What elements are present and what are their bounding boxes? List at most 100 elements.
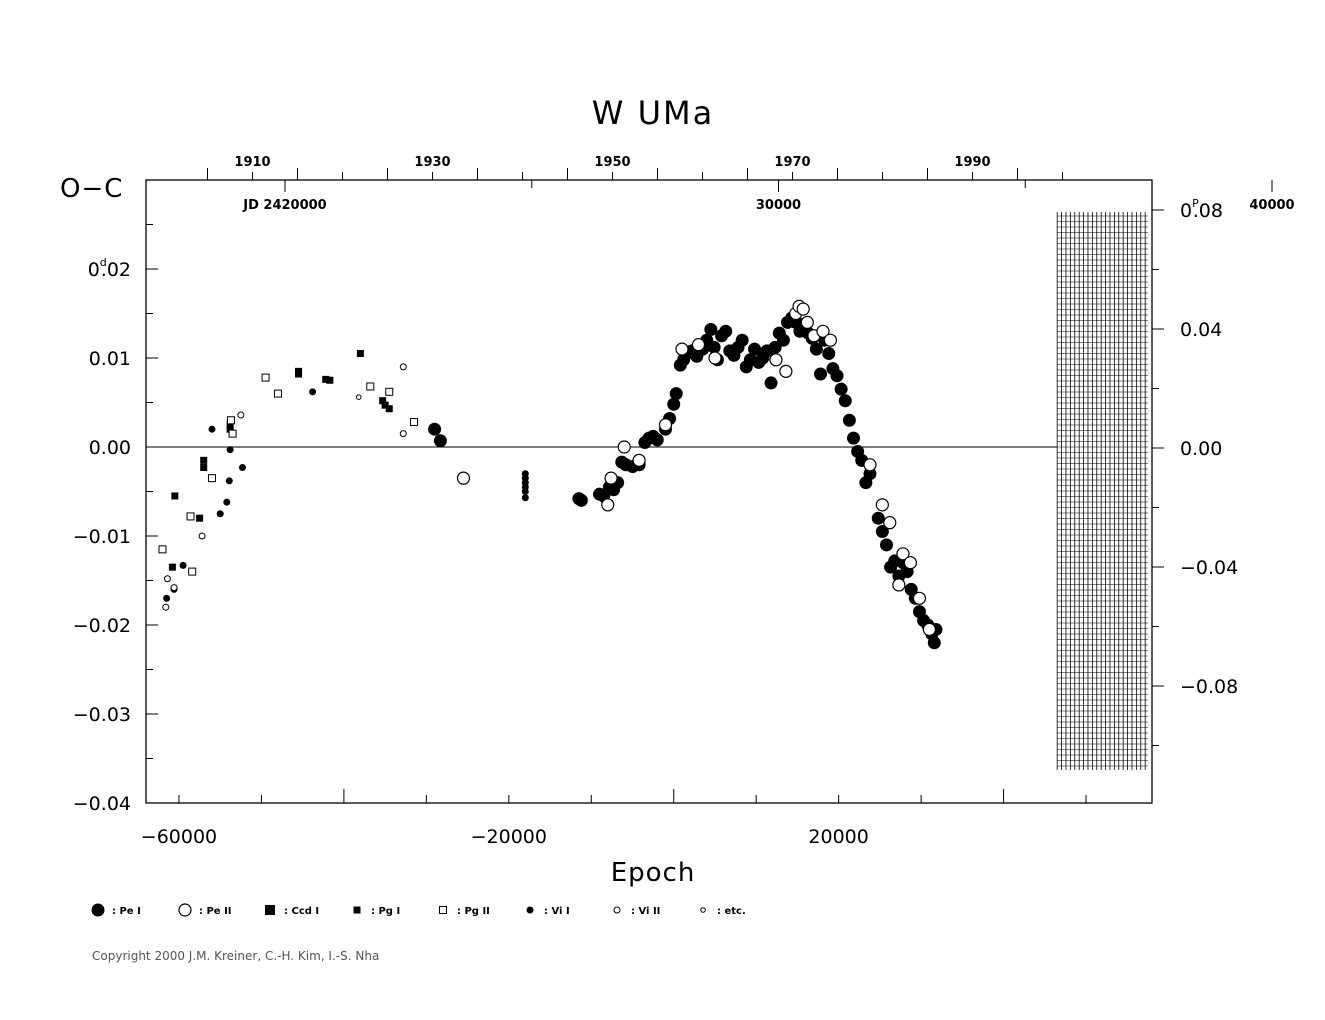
year-tick-label: 1930 [414, 155, 450, 170]
data-point [927, 636, 941, 650]
legend-label: : Pe II [199, 906, 232, 917]
data-point [796, 302, 810, 316]
data-point [691, 338, 706, 352]
data-point [842, 413, 856, 427]
legend-label: : etc. [717, 906, 746, 917]
data-point [704, 323, 718, 337]
legend-marker [265, 905, 275, 915]
data-point [188, 567, 197, 576]
data-point [863, 458, 877, 472]
axis-ticks: 0d.02 0.01 0.00 −0.01 −0.02 −0.03 −0.04 0P.08 0.… [73, 155, 1295, 848]
x-tick-label: 20000 [808, 826, 868, 848]
y-tick-label: −0.02 [73, 615, 131, 637]
legend-marker [178, 903, 192, 917]
data-point [809, 342, 823, 356]
data-point [200, 456, 208, 464]
data-point [226, 425, 234, 433]
x-axis-label: Epoch [611, 858, 696, 888]
legend-label: : Pe I [112, 906, 141, 917]
data-point [186, 512, 195, 521]
data-point [834, 382, 848, 396]
year-tick-label: 1970 [774, 155, 810, 170]
jd-tick-label: 40000 [1249, 198, 1294, 213]
data-point [708, 351, 722, 365]
data-point [170, 584, 178, 592]
data-point [903, 556, 917, 570]
y-tick-label: 0d.02 [88, 256, 131, 281]
data-point [846, 431, 860, 445]
data-point [273, 389, 282, 398]
legend-label: : Pg II [457, 906, 490, 917]
data-point [163, 594, 171, 602]
legend: : Pe I: Pe II: Ccd I: Pg I: Pg II: Vi I:… [91, 903, 746, 917]
future-region-grid [1056, 212, 1148, 770]
data-point [356, 350, 364, 358]
data-point [667, 397, 681, 411]
data-point [912, 591, 927, 605]
data-point [168, 563, 176, 571]
data-point [748, 342, 762, 356]
data-point [385, 387, 394, 396]
data-point [226, 446, 234, 454]
data-point [871, 511, 885, 525]
right-tick-label: −0.08 [1180, 676, 1238, 698]
data-point [226, 416, 235, 425]
data-point [163, 575, 171, 583]
data-point [601, 498, 615, 512]
data-point [196, 514, 204, 522]
data-point [322, 375, 330, 383]
data-point [261, 373, 270, 382]
plot-frame [145, 179, 1153, 804]
data-point [428, 422, 442, 436]
data-point [779, 364, 793, 378]
plot-border [145, 179, 1153, 804]
data-point [574, 493, 588, 507]
legend-marker [439, 906, 447, 914]
data-point [838, 394, 852, 408]
data-point [207, 474, 216, 483]
data-point [309, 388, 317, 396]
data-point [158, 545, 167, 554]
y-tick-label: 0.00 [89, 437, 131, 459]
data-point [814, 367, 828, 381]
data-point [669, 387, 683, 401]
data-point [379, 397, 387, 405]
year-tick-label: 1990 [954, 155, 990, 170]
data-point [632, 453, 646, 467]
legend-marker [91, 903, 105, 917]
jd-tick-label: 30000 [756, 198, 801, 213]
data-point [409, 418, 418, 427]
data-point [816, 324, 830, 338]
data-point [896, 547, 910, 561]
data-point [764, 376, 778, 390]
data-point [521, 488, 529, 495]
data-point [521, 494, 529, 502]
year-tick-label: 1910 [234, 155, 270, 170]
legend-label: : Pg I [371, 906, 400, 917]
data-point [198, 532, 206, 540]
data-point [238, 463, 246, 471]
data-point [735, 333, 749, 347]
data-point [399, 363, 407, 371]
x-tick-label: −60000 [141, 826, 217, 848]
data-point [776, 333, 790, 347]
data-point [355, 394, 362, 400]
copyright-text: Copyright 2000 J.M. Kreiner, C.-H. Kim, … [92, 949, 379, 963]
data-point [200, 463, 208, 471]
data-point [719, 324, 733, 338]
data-point [617, 440, 631, 454]
y-tick-label: −0.04 [73, 793, 131, 815]
right-tick-label: −0.04 [1180, 557, 1238, 579]
data-point [162, 603, 170, 611]
y-tick-label: −0.03 [73, 704, 131, 726]
data-point [800, 315, 814, 329]
data-point [604, 471, 618, 485]
legend-marker [353, 906, 361, 914]
data-point [226, 421, 234, 429]
data-point [225, 477, 233, 485]
data-point [892, 578, 906, 592]
data-point [326, 376, 334, 384]
legend-label: : Ccd I [284, 906, 319, 917]
chart-title: W UMa [592, 94, 714, 132]
